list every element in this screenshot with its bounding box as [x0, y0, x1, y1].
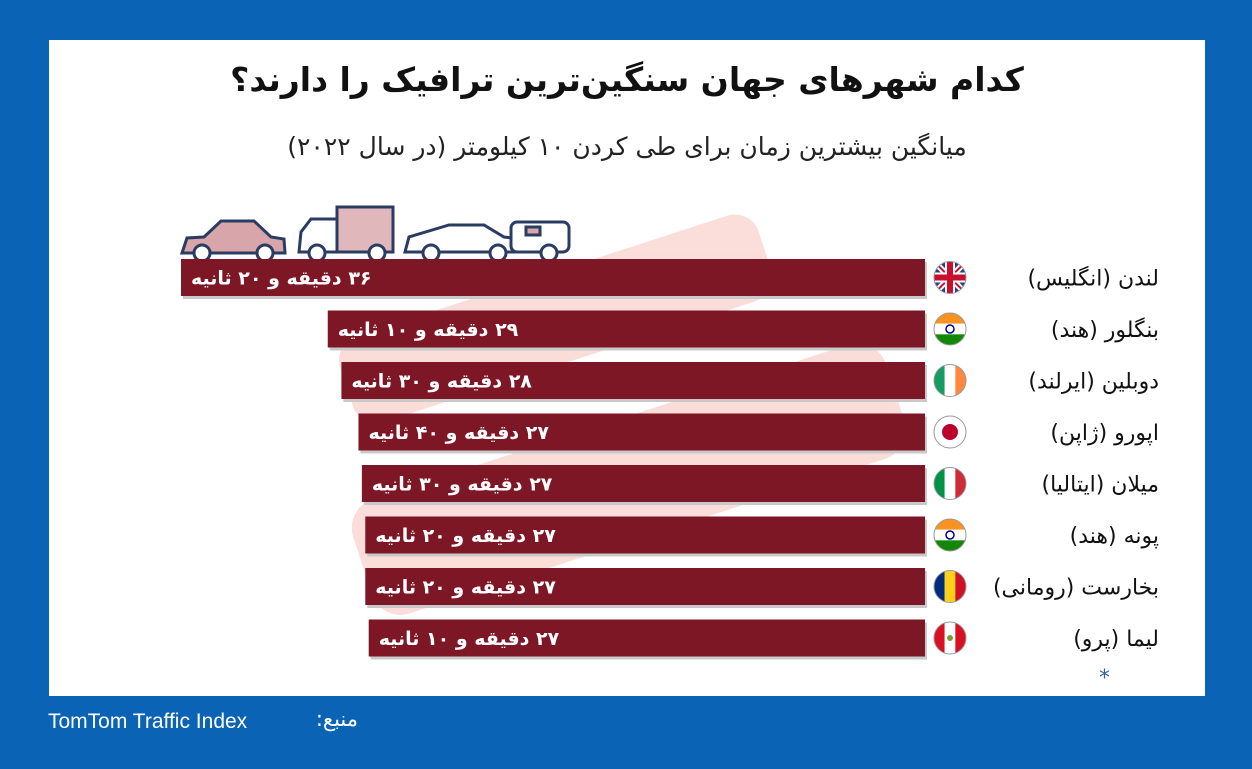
bar-value-label: ۳۶ دقیقه و ۲۰ ثانیه [191, 268, 372, 290]
chart-card: کدام شهرهای جهان سنگین‌ترین ترافیک را دا… [49, 40, 1205, 696]
bar-value-label: ۲۸ دقیقه و ۳۰ ثانیه [351, 371, 532, 393]
city-label: لندن (انگلیس) [1027, 266, 1159, 292]
source-label: منبع: [315, 707, 358, 731]
bar [181, 259, 925, 296]
flag-icon-india [933, 518, 967, 552]
bar-value-label: ۲۷ دقیقه و ۳۰ ثانیه [372, 474, 553, 496]
bar [358, 413, 925, 451]
flag-icon-india [933, 312, 967, 346]
flag-icon-romania [933, 570, 967, 603]
bar-value-label: ۲۷ دقیقه و ۲۰ ثانیه [375, 577, 556, 599]
bar-chart: ۳۶ دقیقه و ۲۰ ثانیه لندن (انگلیس) ۲۹ دقیقه… [179, 205, 1159, 660]
bar [365, 516, 925, 554]
bars-layer: ۳۶ دقیقه و ۲۰ ثانیه لندن (انگلیس) ۲۹ دقیقه… [181, 259, 1159, 660]
city-label: اپورو (ژاپن) [1050, 421, 1159, 446]
bar [361, 465, 925, 502]
bar [327, 310, 925, 348]
flag-icon-japan [933, 415, 967, 449]
bar [365, 568, 925, 605]
bar-value-label: ۲۷ دقیقه و ۲۰ ثانیه [375, 525, 556, 547]
bar-value-label: ۲۹ دقیقه و ۱۰ ثانیه [338, 319, 519, 341]
chart-title: کدام شهرهای جهان سنگین‌ترین ترافیک را دا… [230, 60, 1024, 99]
bar-value-label: ۲۷ دقیقه و ۴۰ ثانیه [368, 422, 549, 444]
chart-subtitle: میانگین بیشترین زمان برای طی کردن ۱۰ کیل… [287, 132, 967, 161]
flag-icon-uk [933, 261, 967, 294]
source-value: TomTom Traffic Index [48, 710, 248, 733]
flag-icon-italy [933, 467, 967, 500]
city-label: پونه (هند) [1070, 524, 1159, 549]
city-label: بخارست (رومانی) [993, 576, 1159, 601]
footnote-marker: * [1099, 666, 1110, 691]
bar-value-label: ۲۷ دقیقه و ۱۰ ثانیه [379, 628, 560, 650]
van-icon [403, 220, 571, 263]
bar [368, 619, 925, 657]
city-label: لیما (پرو) [1073, 627, 1159, 652]
flag-icon-peru [933, 621, 967, 655]
city-label: دوبلین (ایرلند) [1028, 370, 1159, 395]
bar [341, 362, 925, 399]
vehicles-illustration [179, 205, 571, 263]
flag-icon-ireland [933, 364, 967, 397]
city-label: میلان (ایتالیا) [1042, 473, 1160, 498]
truck-icon [297, 205, 395, 263]
car-icon [179, 219, 287, 263]
city-label: بنگلور (هند) [1051, 317, 1159, 343]
